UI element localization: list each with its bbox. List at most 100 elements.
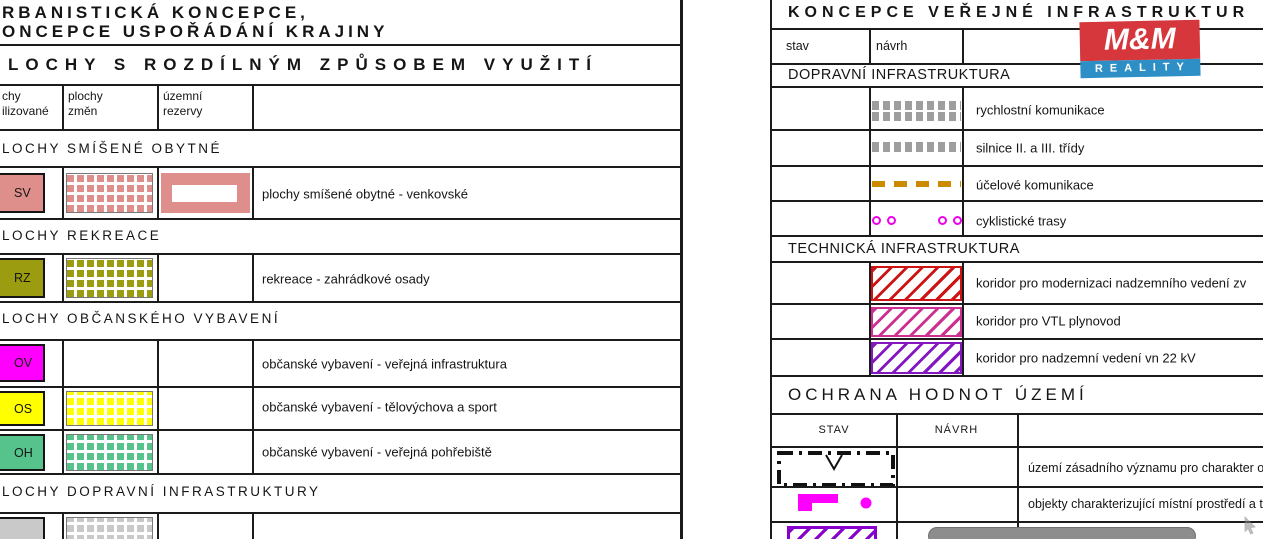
highway-symbol: [872, 101, 961, 110]
section-label-obcanske-vybaveni: LOCHY OBČANSKÉHO VYBAVENÍ: [2, 311, 281, 326]
divider: [869, 261, 871, 377]
col-header-line: změn: [68, 104, 98, 118]
divider: [62, 512, 64, 539]
divider: [252, 253, 254, 303]
divider: [0, 429, 683, 431]
landmark-symbol: [798, 494, 872, 511]
col-header-line: chy: [2, 89, 21, 103]
row-description: občanské vybavení - tělovýchova a sport: [262, 399, 497, 415]
hatch-symbol-partial: [787, 526, 877, 539]
reserve-swatch-sv: [161, 173, 250, 213]
divider: [252, 339, 254, 475]
divider: [0, 301, 683, 303]
divider: [0, 253, 683, 255]
divider: [62, 166, 64, 220]
divider: [157, 253, 159, 303]
col-header-line: ilizované: [2, 104, 49, 118]
divider: [962, 261, 964, 377]
row-description: plochy smíšené obytné - venkovské: [262, 186, 468, 202]
divider: [0, 218, 683, 220]
row-label: koridor pro nadzemní vedení vn 22 kV: [976, 350, 1196, 366]
divider: [770, 28, 1263, 30]
divider: [770, 521, 1263, 523]
divider: [157, 512, 159, 539]
corridor-hatch-red: [871, 266, 962, 301]
divider: [770, 129, 1263, 131]
divider: [0, 386, 683, 388]
divider: [770, 86, 1263, 88]
row-description: občanské vybavení - veřejná infrastruktu…: [262, 356, 507, 372]
divider: [869, 86, 871, 237]
row-description: občanské vybavení - veřejná pohřebiště: [262, 444, 492, 460]
row-label: objekty charakterizující místní prostřed…: [1028, 497, 1263, 511]
col-header-stabilized: chy ilizované: [2, 89, 49, 119]
boundary-symbol: [777, 451, 895, 487]
area-code: OV: [14, 356, 33, 370]
divider: [62, 339, 64, 475]
cycling-dot-icon: [953, 216, 962, 225]
col-header-reserves: územní rezervy: [163, 89, 202, 119]
divider: [770, 235, 1263, 237]
section-label-dopravni-infrastruktura: LOCHY DOPRAVNÍ INFRASTRUKTURY: [2, 484, 321, 499]
divider: [0, 473, 683, 475]
section-label-rekreace: LOCHY REKREACE: [2, 228, 162, 243]
divider: [157, 339, 159, 475]
divider: [770, 200, 1263, 202]
section-header-technicka: TECHNICKÁ INFRASTRUKTURA: [788, 241, 1020, 257]
divider: [770, 63, 1263, 65]
highway-symbol: [872, 112, 961, 121]
divider: [252, 166, 254, 220]
color-swatch-oh: OH: [0, 434, 45, 471]
mouse-cursor-icon: [1244, 516, 1256, 535]
row-description: rekreace - zahrádkové osady: [262, 271, 430, 287]
divider: [770, 338, 1263, 340]
divider: [869, 28, 871, 65]
checker-swatch-oh: [66, 434, 153, 471]
col-header-stav-caps: STAV: [818, 424, 850, 436]
cycling-dot-icon: [887, 216, 896, 225]
divider: [770, 375, 1263, 377]
area-code: RZ: [14, 271, 31, 285]
color-swatch-gray: [0, 517, 45, 539]
color-swatch-os: OS: [0, 391, 45, 426]
divider: [0, 84, 683, 86]
area-code: SV: [14, 186, 31, 200]
divider: [770, 413, 1263, 415]
divider: [0, 339, 683, 341]
area-code: OS: [14, 401, 33, 416]
col-header-navrh-caps: NÁVRH: [934, 424, 979, 436]
mm-reality-logo: M&M REALITY: [1079, 19, 1201, 79]
cycling-dot-icon: [872, 216, 881, 225]
corridor-hatch-purple: [871, 342, 962, 374]
area-code: OH: [14, 445, 33, 460]
divider: [62, 253, 64, 303]
divider: [962, 86, 964, 237]
row-label: rychlostní komunikace: [976, 102, 1105, 118]
checker-swatch-os: [66, 391, 153, 426]
col-header-changes: plochy změn: [68, 89, 103, 119]
logo-reality-text: REALITY: [1080, 58, 1201, 79]
logo-mm-text: M&M: [1079, 19, 1201, 62]
divider: [770, 303, 1263, 305]
purpose-road-symbol: [872, 181, 961, 187]
divider: [770, 165, 1263, 167]
divider: [157, 166, 159, 220]
divider: [252, 512, 254, 539]
divider: [62, 84, 64, 131]
road-symbol: [872, 142, 961, 152]
color-swatch-ov: OV: [0, 344, 45, 382]
divider: [0, 44, 683, 46]
corridor-hatch-pink: [871, 307, 962, 337]
divider: [252, 84, 254, 131]
section-header-ochrana: OCHRANA HODNOT ÚZEMÍ: [788, 385, 1088, 404]
row-label: koridor pro modernizaci nadzemního veden…: [976, 275, 1247, 291]
color-swatch-sv: SV: [0, 173, 45, 213]
divider: [0, 166, 683, 168]
row-label: koridor pro VTL plynovod: [976, 313, 1121, 329]
row-label: účelové komunikace: [976, 177, 1094, 193]
row-label: cyklistické trasy: [976, 213, 1067, 229]
right-title: KONCEPCE VEŘEJNÉ INFRASTRUKTUR: [788, 4, 1250, 21]
scrollbar-thumb[interactable]: [928, 527, 1196, 539]
col-header-stav: stav: [786, 39, 809, 53]
